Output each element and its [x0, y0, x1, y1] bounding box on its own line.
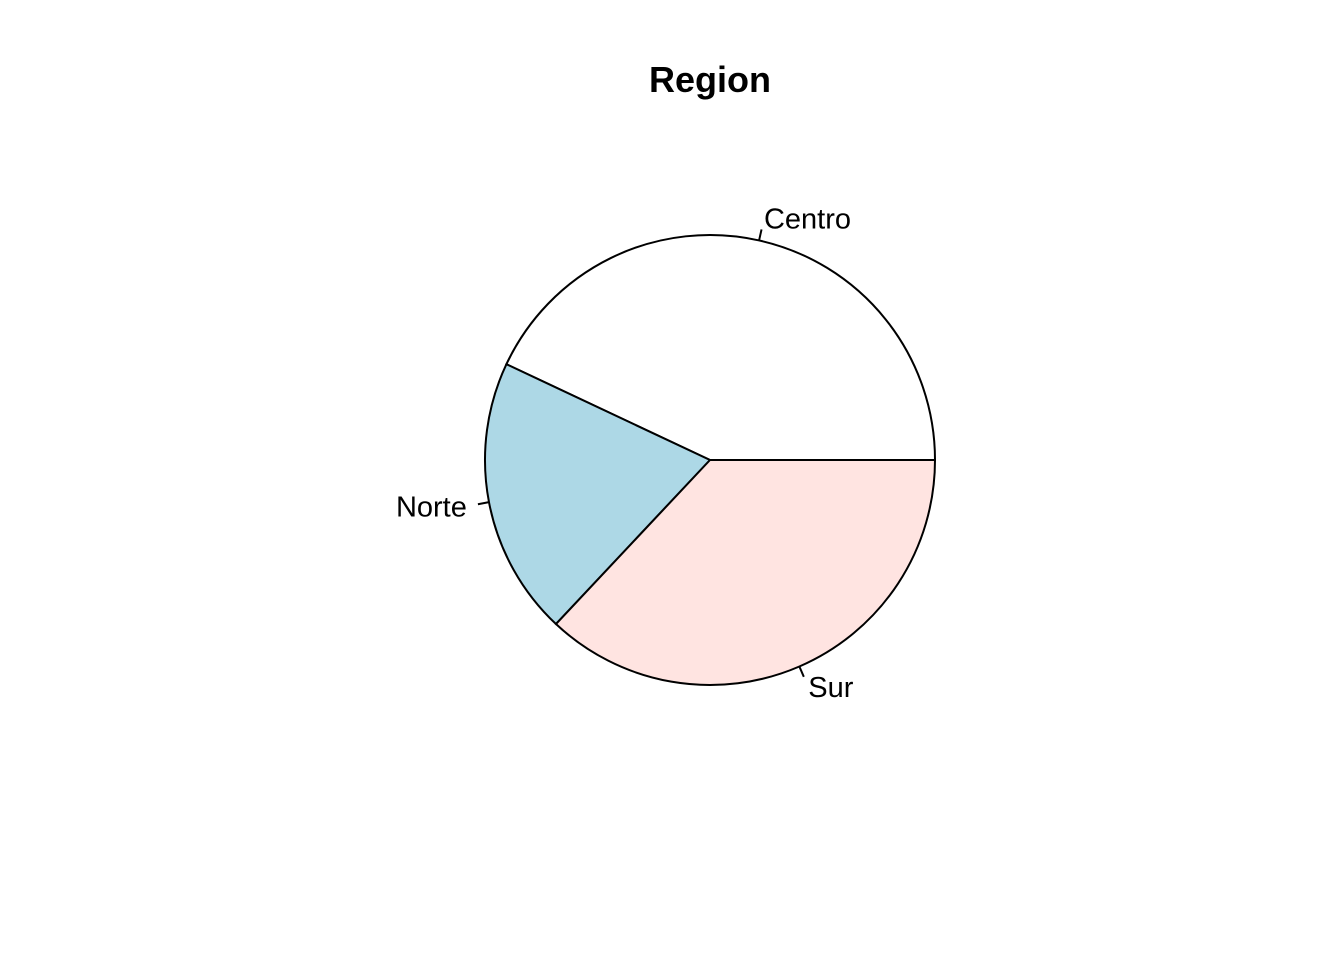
label-tick-centro: [758, 229, 763, 241]
pie-labels: Centro Norte Sur: [396, 203, 854, 704]
label-tick-norte: [477, 501, 490, 506]
slice-label-norte: Norte: [396, 491, 467, 523]
pie-slice-norte: [484, 362, 712, 626]
pie-slice-centro: [505, 234, 937, 461]
chart-title: Region: [649, 59, 771, 100]
pie-slices: [484, 234, 937, 686]
label-tick-sur: [798, 666, 805, 678]
pie-slice-sur: [554, 459, 937, 686]
slice-label-centro: Centro: [764, 203, 851, 235]
slice-label-sur: Sur: [808, 672, 853, 704]
